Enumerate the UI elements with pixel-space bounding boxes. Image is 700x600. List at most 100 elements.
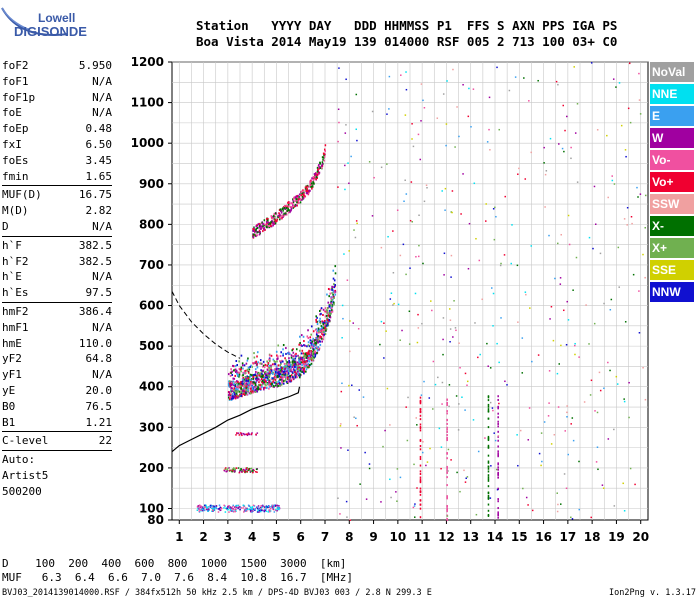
echo-point [244, 391, 247, 394]
echo-point [256, 231, 258, 234]
echo-point [419, 458, 422, 461]
echo-point [290, 354, 293, 357]
param-value: 76.5 [85, 399, 113, 413]
echo-point [340, 423, 342, 425]
echo-point [306, 357, 309, 360]
echo-point [257, 508, 259, 511]
echo-point [247, 382, 249, 385]
echo-point [312, 342, 315, 345]
echo-point [248, 469, 250, 471]
echo-point [248, 392, 251, 395]
echo-point [236, 364, 239, 367]
echo-point [446, 398, 448, 401]
echo-point [278, 384, 281, 387]
echo-point [252, 377, 255, 380]
echo-point [508, 89, 511, 92]
echo-point [497, 406, 499, 409]
echo-point [419, 426, 422, 429]
echo-point [245, 433, 248, 435]
echo-point [540, 464, 542, 467]
echo-point [421, 322, 423, 325]
echo-point [492, 292, 495, 295]
echo-point [237, 467, 240, 469]
echo-point [303, 370, 306, 373]
echo-point [408, 343, 411, 345]
param-label: hmE [2, 336, 22, 350]
echo-point [233, 389, 236, 392]
echo-point [242, 371, 244, 374]
echo-point [489, 149, 491, 151]
echo-point [557, 83, 559, 86]
x-tick-label: 10 [390, 530, 407, 544]
param-label: B0 [2, 399, 16, 413]
echo-point [271, 382, 273, 385]
echo-point [497, 422, 499, 425]
param-row: yE 20.0 [2, 383, 112, 399]
echo-point [215, 507, 218, 510]
echo-point [297, 201, 299, 204]
echo-point [454, 146, 456, 148]
legend-sse-entry: SSE [650, 260, 694, 280]
echo-point [389, 478, 391, 481]
echo-point [356, 424, 358, 427]
echo-point [278, 375, 281, 378]
echo-point [206, 507, 208, 510]
echo-point [487, 460, 490, 463]
echo-point [419, 516, 422, 519]
echo-point [281, 216, 283, 219]
echo-point [268, 369, 270, 372]
echo-point [234, 510, 237, 513]
echo-point [260, 386, 262, 389]
echo-point [251, 470, 254, 472]
echo-point [285, 362, 288, 365]
echo-point [549, 318, 551, 320]
echo-point [270, 364, 272, 367]
echo-point [265, 372, 267, 375]
echo-point [312, 344, 314, 347]
echo-point [301, 367, 304, 370]
echo-point [303, 362, 305, 365]
param-row: h`F 382.5 [2, 238, 112, 254]
echo-point [444, 209, 446, 211]
echo-point [282, 354, 284, 357]
echo-point [276, 374, 279, 377]
echo-point [557, 503, 559, 506]
echo-point [229, 382, 231, 385]
echo-point [349, 519, 352, 521]
echo-point [265, 220, 268, 223]
echo-point [266, 218, 268, 221]
param-label: foEs [2, 153, 29, 167]
echo-point [285, 370, 288, 373]
echo-point [310, 185, 313, 188]
echo-point [623, 218, 626, 220]
echo-point [301, 195, 304, 198]
echo-point [371, 215, 374, 217]
echo-point [265, 506, 267, 508]
echo-point [266, 379, 269, 382]
echo-point [244, 508, 246, 511]
echo-point [487, 437, 490, 440]
echo-point [196, 509, 199, 511]
echo-point [299, 363, 302, 366]
echo-point [276, 504, 278, 507]
echo-point [243, 387, 246, 390]
echo-point [309, 341, 312, 344]
echo-point [543, 146, 545, 149]
echo-point [289, 374, 291, 377]
echo-point [419, 423, 422, 426]
echo-point [276, 506, 279, 509]
echo-point [364, 451, 366, 454]
echo-point [288, 202, 290, 205]
echo-point [628, 62, 631, 65]
echo-point [419, 399, 422, 402]
echo-point [323, 331, 326, 334]
echo-point [497, 435, 499, 438]
echo-point [446, 426, 448, 429]
echo-point [256, 432, 259, 434]
echo-point [310, 325, 313, 328]
echo-point [255, 374, 258, 377]
echo-point [446, 510, 448, 513]
echo-point [211, 510, 213, 512]
echo-point [528, 100, 530, 102]
echo-point [293, 205, 296, 208]
